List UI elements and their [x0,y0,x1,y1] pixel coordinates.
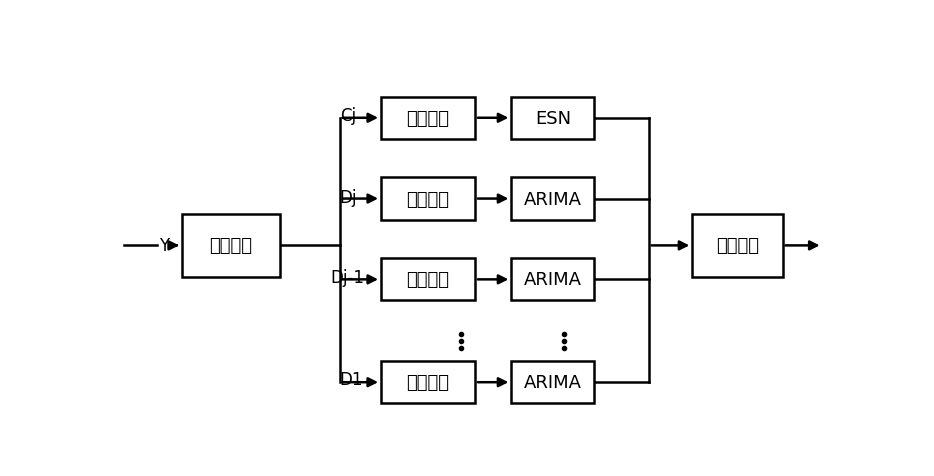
Bar [511,98,595,139]
Text: D1: D1 [340,371,363,388]
Text: ARIMA: ARIMA [524,271,582,289]
Text: 单个重建: 单个重建 [406,190,449,208]
Text: Cj: Cj [340,107,356,125]
Text: 单个重建: 单个重建 [406,374,449,391]
Text: ARIMA: ARIMA [524,190,582,208]
Text: 线性累和: 线性累和 [716,237,759,255]
Bar [511,361,595,404]
Text: Dj-1: Dj-1 [331,269,364,287]
Text: Y: Y [159,237,169,255]
Text: Dj: Dj [340,188,357,206]
Bar [381,98,475,139]
Text: ESN: ESN [535,109,571,128]
Bar [182,215,279,277]
Bar [692,215,783,277]
Text: ARIMA: ARIMA [524,374,582,391]
Text: 小波变换: 小波变换 [209,237,252,255]
Text: 单个重建: 单个重建 [406,271,449,289]
Bar [381,178,475,220]
Bar [511,178,595,220]
Bar [511,259,595,301]
Text: 单个重建: 单个重建 [406,109,449,128]
Bar [381,361,475,404]
Bar [381,259,475,301]
